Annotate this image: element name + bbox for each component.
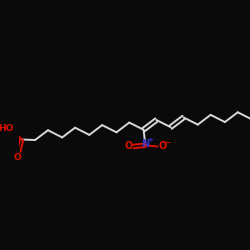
Text: O: O [14,152,22,162]
Text: N: N [141,139,150,149]
Text: −: − [164,138,171,147]
Text: O: O [124,141,132,151]
Text: HO: HO [0,124,13,133]
Text: O: O [158,141,166,151]
Text: +: + [148,137,154,143]
